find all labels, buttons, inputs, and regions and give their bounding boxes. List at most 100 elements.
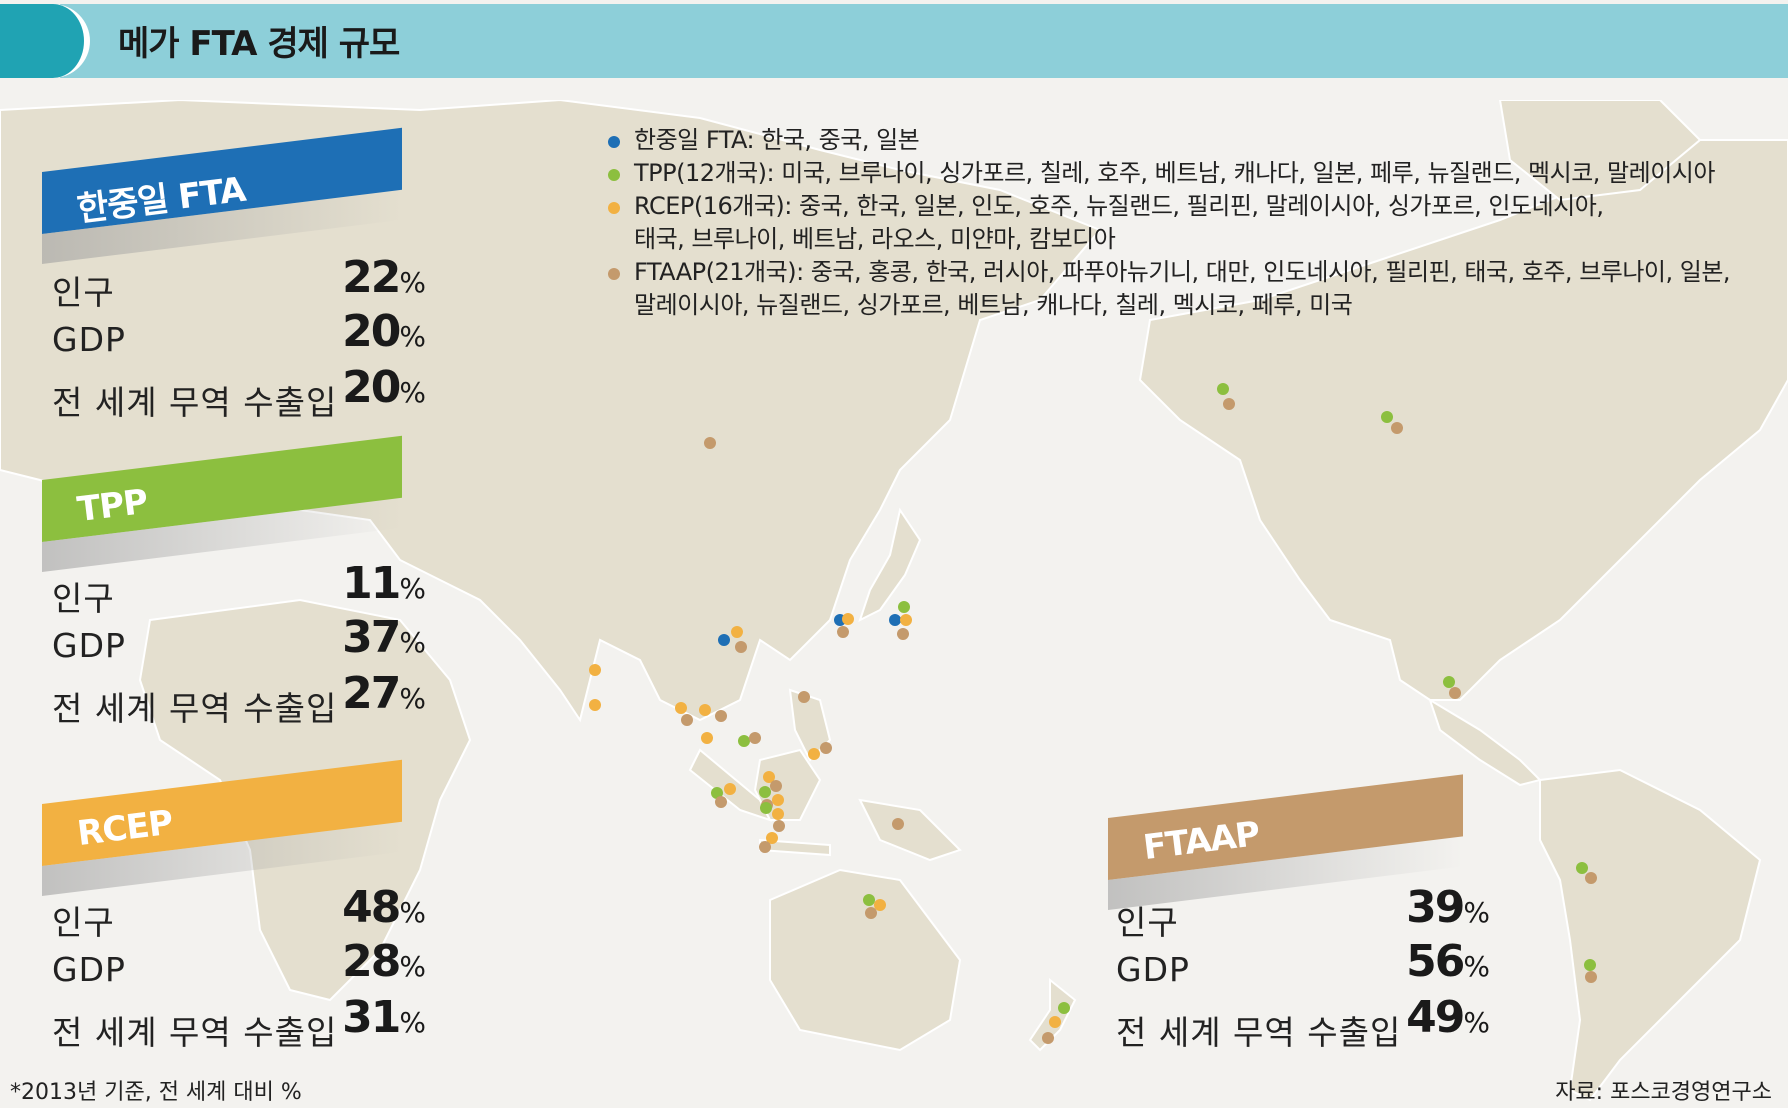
stat-number: 11 (342, 558, 401, 609)
legend-text: RCEP(16개국): 중국, 한국, 일본, 인도, 호주, 뉴질랜드, 필리… (634, 192, 1604, 220)
page-title: 메가 FTA 경제 규모 (118, 24, 400, 64)
legend-text: FTAAP(21개국): 중국, 홍콩, 한국, 러시아, 파푸아뉴기니, 대만… (634, 258, 1731, 286)
ftaap-dot (770, 780, 782, 792)
stat-value: 28% (276, 936, 426, 987)
rcep-dot (589, 699, 601, 711)
stat-value: 39% (1340, 882, 1490, 933)
ftaap-dot (1042, 1032, 1054, 1044)
legend-item: FTAAP(21개국): 중국, 홍콩, 한국, 러시아, 파푸아뉴기니, 대만… (606, 256, 1731, 289)
stat-value: 20% (276, 362, 426, 413)
ftaap-dot (715, 796, 727, 808)
new-guinea-landmass (858, 798, 962, 862)
legend-text: 태국, 브루나이, 베트남, 라오스, 미얀마, 캄보디아 (634, 225, 1116, 253)
ftaap-dot (1585, 971, 1597, 983)
tpp-dot (759, 786, 771, 798)
ftaap-dot (798, 691, 810, 703)
rcep-dot (900, 614, 912, 626)
rcep-dot (842, 613, 854, 625)
fta-dot (889, 614, 901, 626)
tpp-dot (1584, 959, 1596, 971)
ftaap-dot (897, 628, 909, 640)
rcep-dot (724, 783, 736, 795)
stat-label: 인구 (1116, 903, 1179, 942)
stat-label: 인구 (52, 273, 115, 312)
legend-dot-icon (608, 136, 620, 148)
legend: 한중일 FTA: 한국, 중국, 일본 TPP(12개국): 미국, 브루나이, … (606, 124, 1731, 322)
ftaap-dot (1449, 687, 1461, 699)
stat-number: 49 (1406, 992, 1465, 1043)
rcep-dot (699, 704, 711, 716)
legend-item: 한중일 FTA: 한국, 중국, 일본 (606, 124, 1730, 157)
ftaap-dot (759, 841, 771, 853)
fta-dot (718, 634, 730, 646)
australia-landmass (769, 868, 962, 1052)
rcep-dot (766, 832, 778, 844)
legend-item: TPP(12개국): 미국, 브루나이, 싱가포르, 칠레, 호주, 베트남, … (606, 157, 1730, 190)
tpp-dot (863, 894, 875, 906)
stat-value: 37% (276, 612, 426, 663)
stat-label: GDP (52, 950, 126, 989)
stat-label: 인구 (52, 903, 115, 942)
header: 메가 FTA 경제 규모 (0, 0, 1788, 80)
legend-dot-icon (608, 202, 620, 214)
japan-landmass (858, 507, 922, 622)
stat-label: 전 세계 무역 수출입 (52, 1013, 338, 1052)
ftaap-dot (837, 626, 849, 638)
stat-value: 20% (276, 306, 426, 357)
percent-sign: % (1463, 950, 1490, 983)
rcep-dot (874, 899, 886, 911)
ftaap-dot (1391, 422, 1403, 434)
stat-label: 전 세계 무역 수출입 (1116, 1013, 1402, 1052)
ftaap-dot (749, 732, 761, 744)
central-america-landmass (1428, 697, 1542, 787)
header-tab (0, 4, 90, 78)
legend-item: RCEP(16개국): 중국, 한국, 일본, 인도, 호주, 뉴질랜드, 필리… (606, 190, 1730, 223)
stat-label: 전 세계 무역 수출입 (52, 689, 338, 728)
stat-number: 48 (342, 882, 401, 933)
stat-number: 27 (342, 668, 401, 719)
rcep-dot (772, 794, 784, 806)
tpp-dot (1576, 862, 1588, 874)
stat-label: 전 세계 무역 수출입 (52, 383, 338, 422)
percent-sign: % (399, 626, 426, 659)
ftaap-dot (1223, 398, 1235, 410)
rcep-dot (808, 748, 820, 760)
stat-value: 11% (276, 558, 426, 609)
legend-item: 말레이시아, 뉴질랜드, 싱가포르, 베트남, 캐나다, 칠레, 멕시코, 페루… (606, 289, 1730, 322)
stat-number: 39 (1406, 882, 1465, 933)
tpp-dot (738, 735, 750, 747)
ftaap-dot (865, 907, 877, 919)
legend-dot-icon (608, 268, 620, 280)
ftaap-dot (892, 818, 904, 830)
stat-number: 28 (342, 936, 401, 987)
percent-sign: % (399, 376, 426, 409)
block-title: TPP (75, 481, 150, 530)
legend-item: 태국, 브루나이, 베트남, 라오스, 미얀마, 캄보디아 (606, 223, 1730, 256)
source-credit: 자료: 포스코경영연구소 (1555, 1080, 1772, 1105)
legend-text: TPP(12개국): 미국, 브루나이, 싱가포르, 칠레, 호주, 베트남, … (634, 159, 1715, 187)
tpp-dot (760, 802, 772, 814)
percent-sign: % (1463, 896, 1490, 929)
ftaap-dot (735, 641, 747, 653)
world-map (0, 100, 1788, 1102)
tpp-dot (1217, 383, 1229, 395)
philippines-landmass (788, 688, 832, 762)
tpp-dot (711, 787, 723, 799)
tpp-dot (898, 601, 910, 613)
ftaap-dot (681, 714, 693, 726)
rcep-dot (675, 702, 687, 714)
south-america-landmass (1539, 768, 1762, 1102)
footnote: *2013년 기준, 전 세계 대비 % (10, 1080, 302, 1105)
rcep-dot (763, 771, 775, 783)
stat-number: 20 (342, 362, 401, 413)
percent-sign: % (399, 266, 426, 299)
tpp-dot (1443, 676, 1455, 688)
stat-value: 22% (276, 252, 426, 303)
rcep-dot (731, 626, 743, 638)
stat-label: GDP (52, 320, 126, 359)
rcep-dot (701, 732, 713, 744)
percent-sign: % (399, 896, 426, 929)
stat-value: 31% (276, 992, 426, 1043)
stat-label: 인구 (52, 579, 115, 618)
stat-value: 48% (276, 882, 426, 933)
